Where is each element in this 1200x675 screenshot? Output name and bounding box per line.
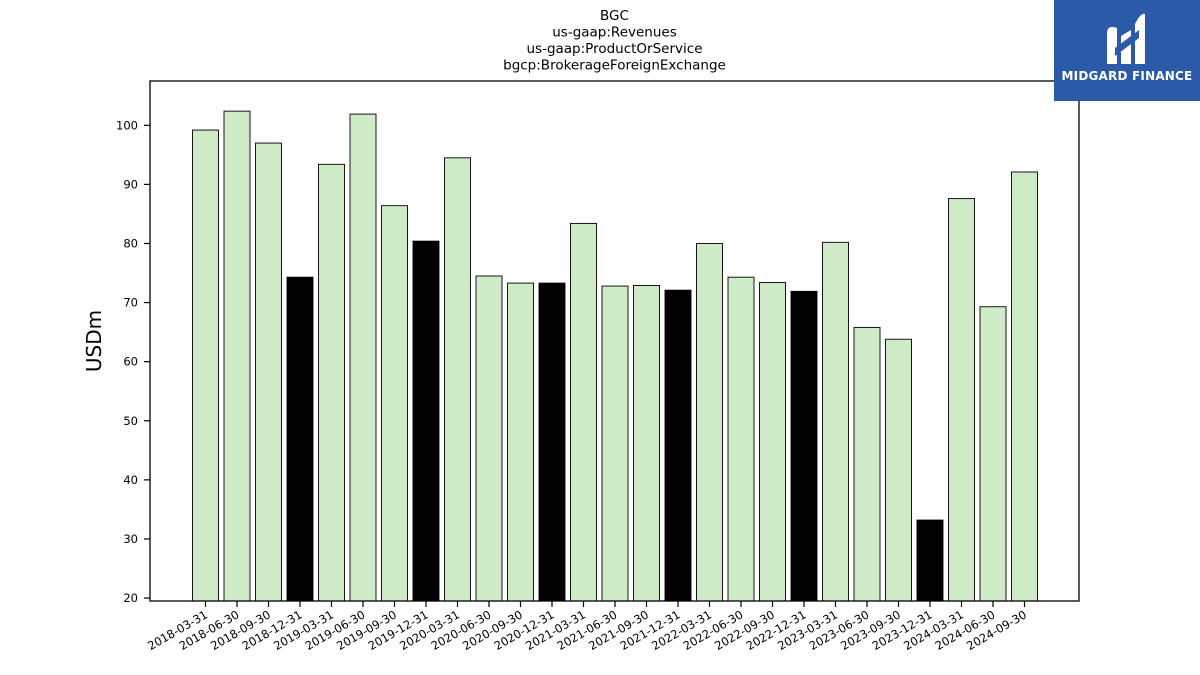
y-tick-label: 90 [123,177,138,191]
x-axis: 2018-03-312018-06-302018-09-302018-12-31… [145,601,1029,653]
bar [444,157,471,602]
logo-text: MIDGARD FINANCE [1061,69,1193,83]
chart-title-line: us-gaap:ProductOrService [526,41,702,57]
y-tick-label: 70 [123,296,138,310]
chart-title-line: us-gaap:Revenues [552,25,677,41]
y-tick-label: 40 [123,473,138,487]
bar [822,241,849,602]
bar [853,326,881,602]
bar [1011,171,1038,602]
bar [286,276,314,602]
bar [475,275,503,602]
bar [916,519,944,602]
chart-title: BGCus-gaap:Revenuesus-gaap:ProductOrServ… [503,8,726,74]
bar [570,222,597,602]
bar [223,110,251,602]
bar [633,285,660,602]
bars [192,110,1038,602]
chart-title-line: bgcp:BrokerageForeignExchange [503,58,726,74]
bar [664,289,692,602]
bar [759,282,786,602]
bar [381,205,408,602]
y-tick-label: 80 [123,237,138,251]
bar [349,113,377,602]
bar [192,129,219,602]
bar [601,285,629,602]
bar [255,142,282,602]
y-tick-label: 30 [123,532,138,546]
y-axis: 20 30 40 50 60 70 80 90 100 [116,118,150,605]
y-tick-label: 60 [123,355,138,369]
chart-title-line: BGC [600,8,629,24]
bar [538,282,566,602]
bar [727,276,755,602]
bar [696,243,723,602]
midgard-finance-logo: MIDGARD FINANCE [1054,0,1200,101]
y-axis-label: USDm [82,310,106,372]
bar [948,198,975,602]
bar [318,163,345,602]
bar [412,240,440,602]
bar [507,282,534,602]
bar [790,290,818,602]
y-tick-label: 100 [116,118,138,132]
logo-mark-icon [1107,13,1145,64]
bar [979,306,1007,602]
bar [885,338,912,602]
y-tick-label: 50 [123,414,138,428]
y-tick-label: 20 [123,591,138,605]
